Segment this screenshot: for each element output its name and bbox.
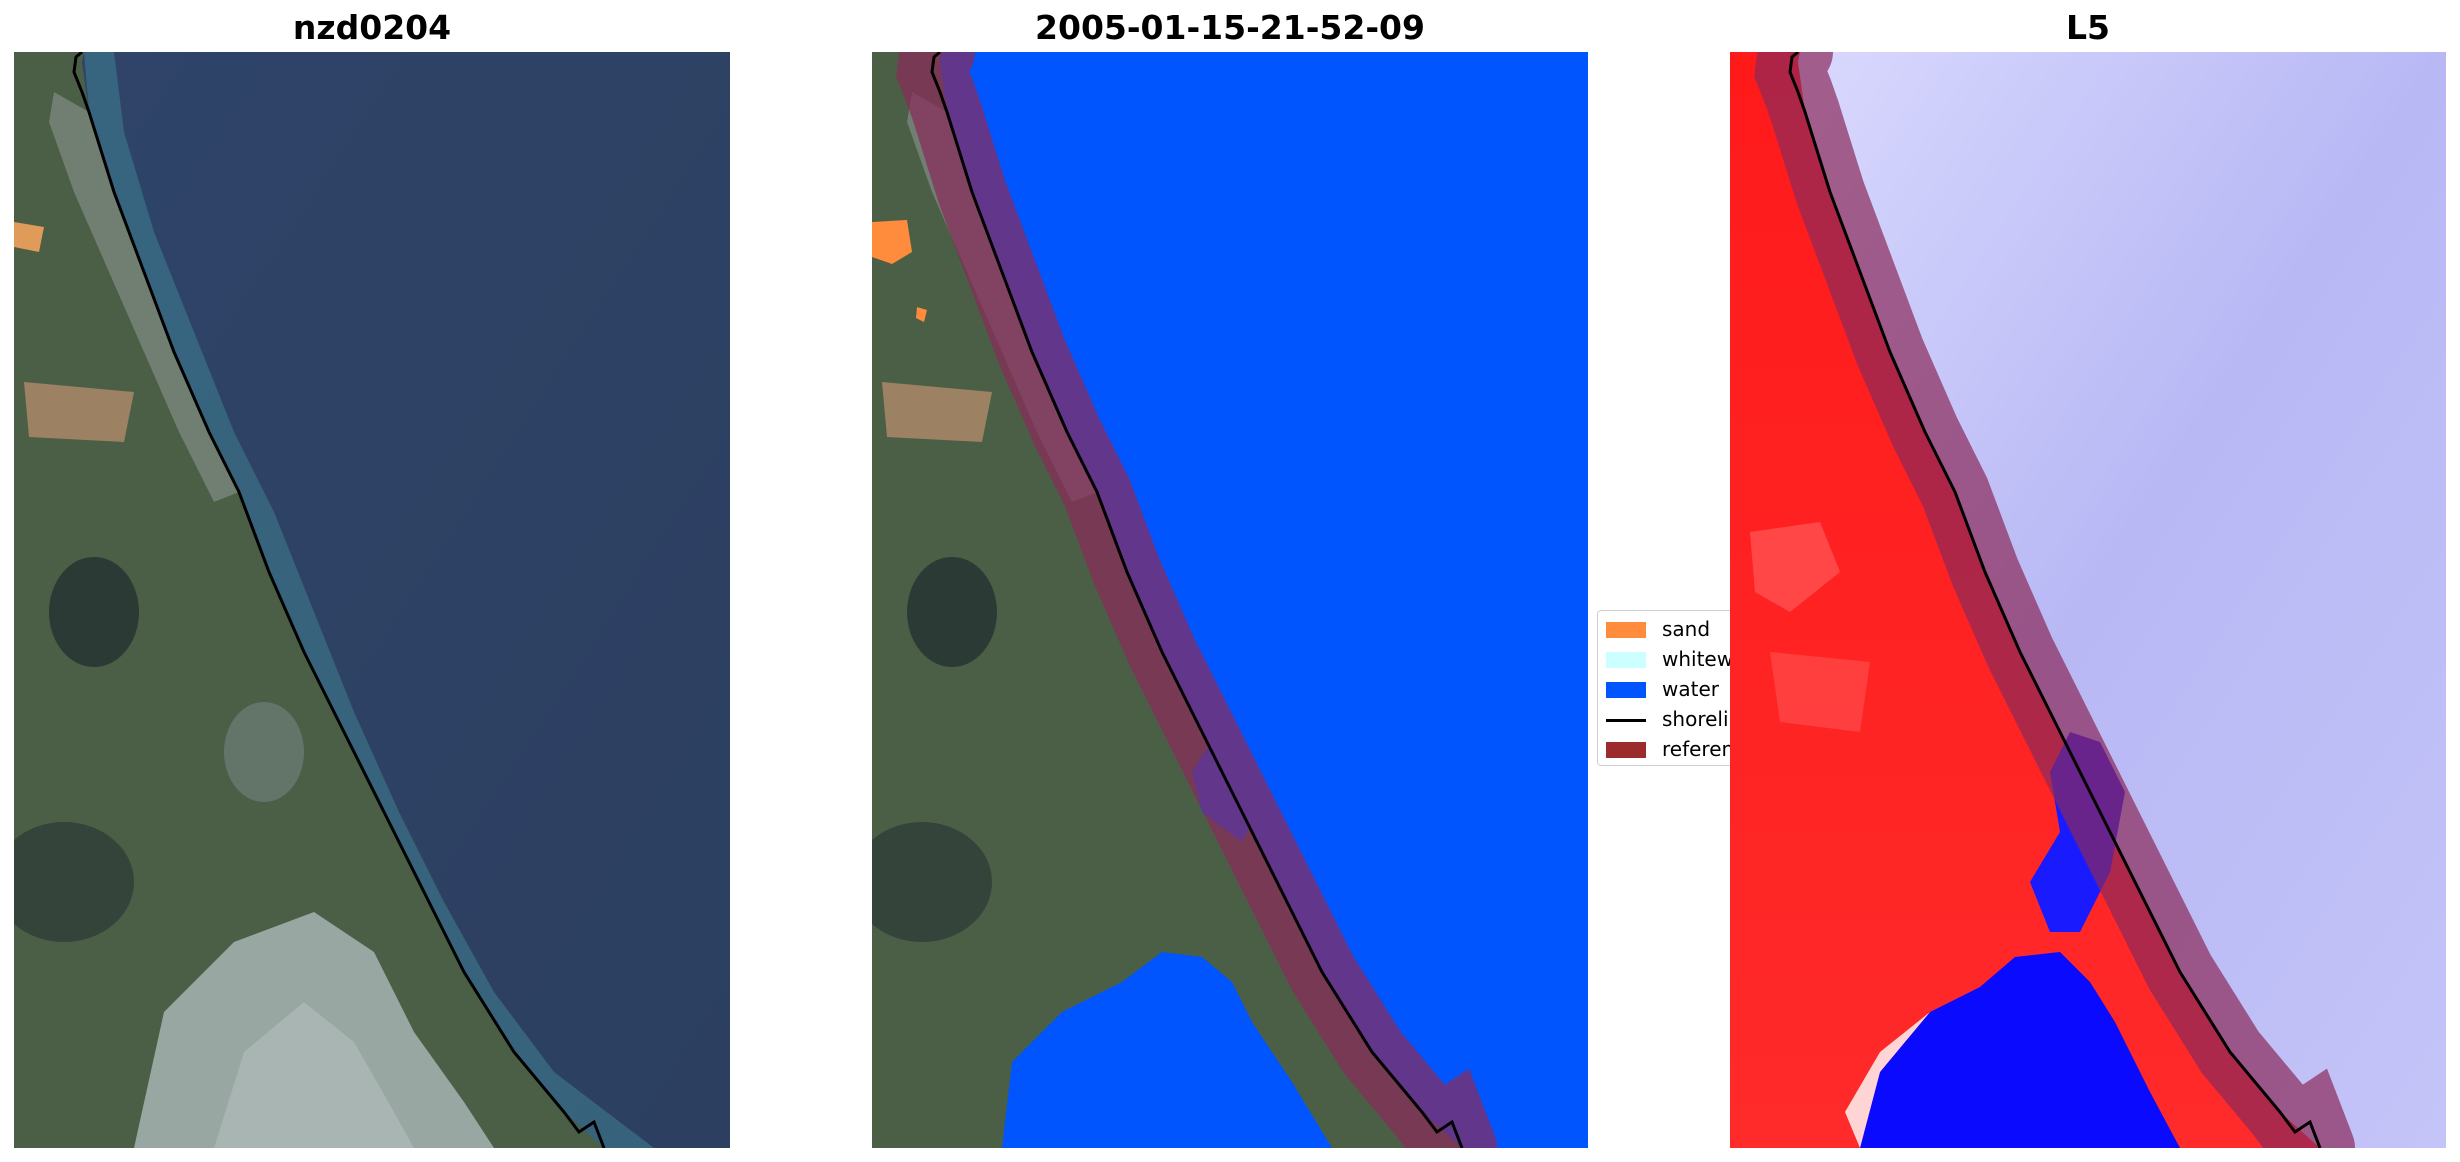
legend-label-sand: sand — [1662, 617, 1711, 641]
panel-title-rgb: nzd0204 — [292, 8, 452, 47]
rgb-image-panel — [14, 52, 730, 1148]
legend-item-reference: reference shoreline buffer — [1606, 737, 1733, 761]
legend-item-whitewater: whitewater — [1606, 647, 1733, 671]
legend-item-shoreline: shoreline — [1606, 707, 1732, 731]
legend-label-shoreline: shoreline — [1662, 707, 1732, 731]
legend-item-water: water — [1606, 677, 1732, 701]
legend-label-whitewater: whitewater — [1662, 647, 1733, 671]
index-image — [1730, 52, 2446, 1148]
classified-image-panel — [872, 52, 1588, 1148]
rgb-satellite-image — [14, 52, 730, 1148]
legend-item-sand: sand — [1606, 617, 1732, 641]
legend-label-reference: reference shoreline buffer — [1662, 737, 1733, 761]
classified-image — [872, 52, 1588, 1148]
water-swatch — [1606, 682, 1646, 698]
panel-title-classified: 2005-01-15-21-52-09 — [1035, 8, 1425, 47]
legend: sand whitewater water shoreline referenc… — [1597, 610, 1733, 766]
reference-buffer-swatch — [1606, 742, 1646, 758]
panel-title-index: L5 — [2066, 8, 2110, 47]
whitewater-swatch — [1606, 652, 1646, 668]
index-image-panel — [1730, 52, 2446, 1148]
sand-swatch — [1606, 622, 1646, 638]
shoreline-line-swatch — [1606, 719, 1646, 722]
legend-label-water: water — [1662, 677, 1719, 701]
